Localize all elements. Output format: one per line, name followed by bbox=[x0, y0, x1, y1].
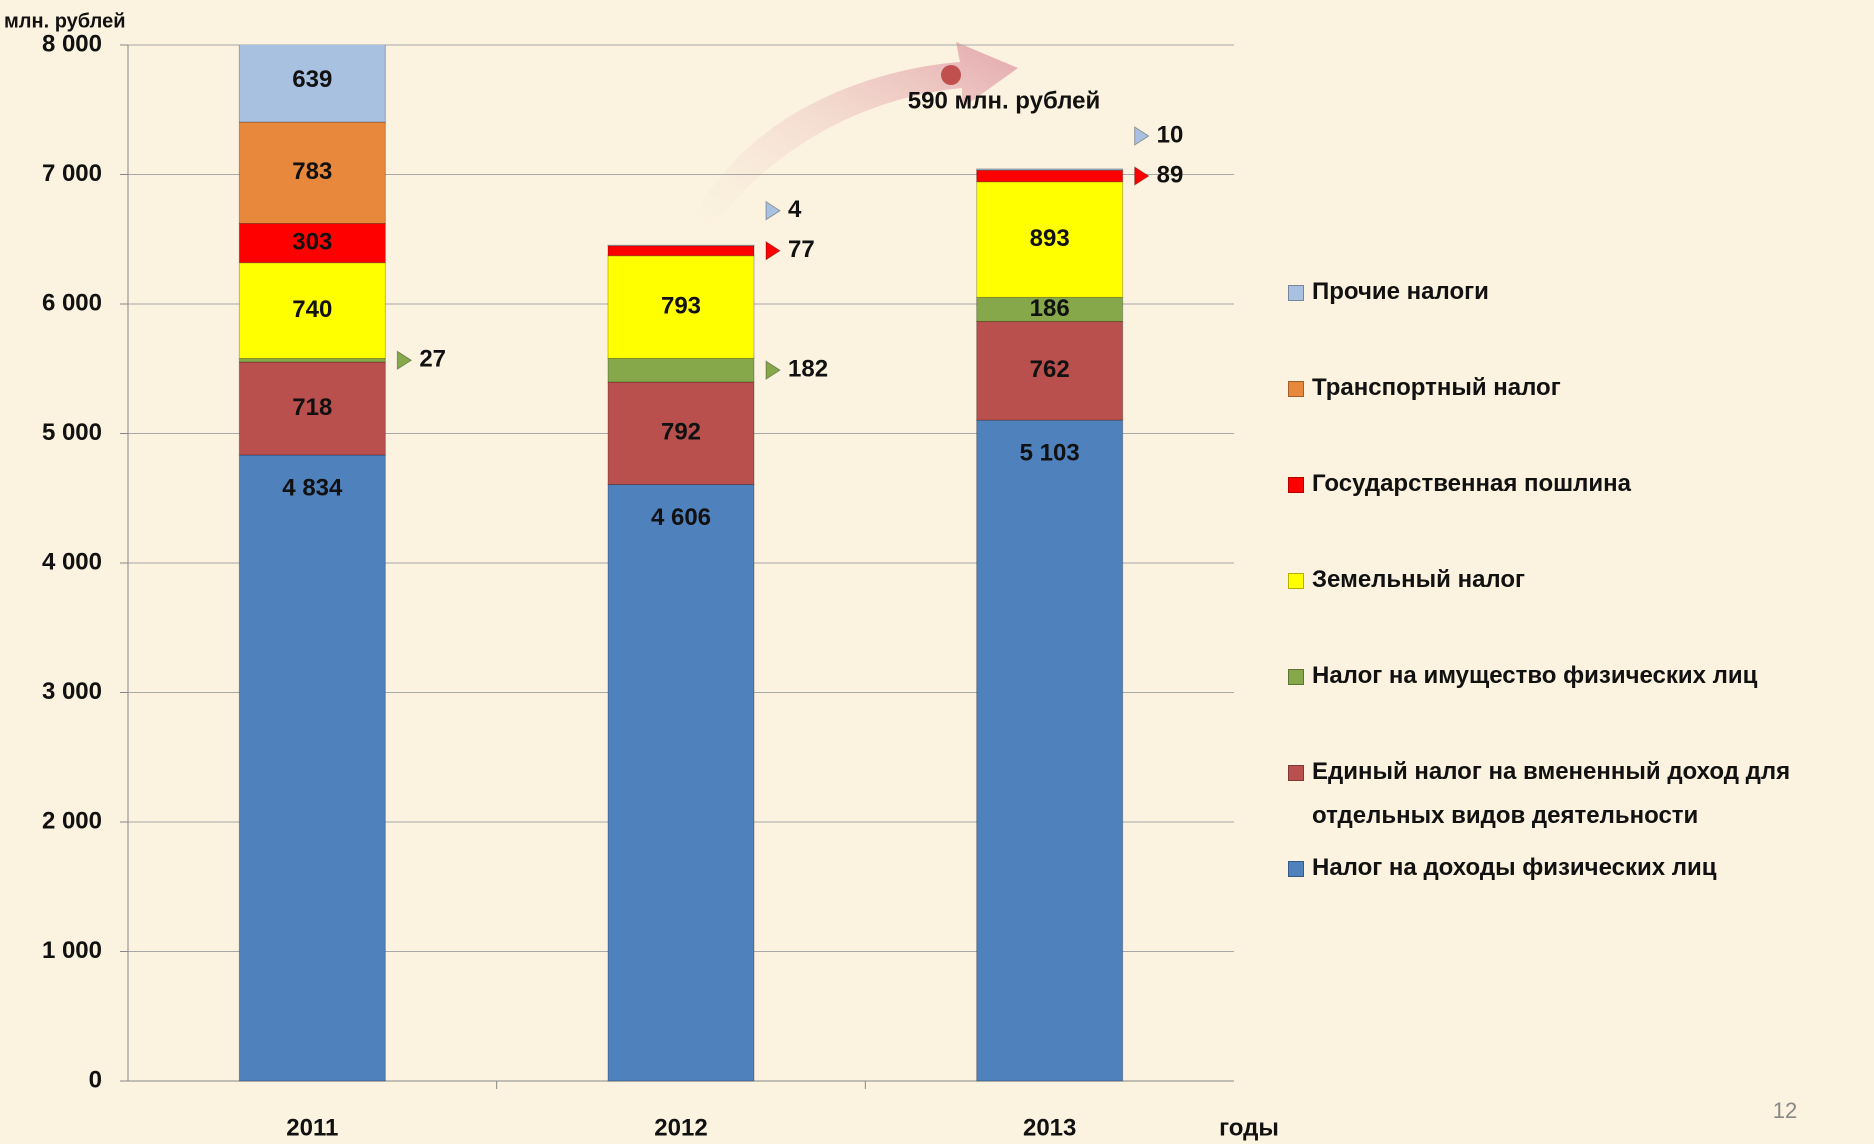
bar-segment bbox=[976, 320, 1124, 421]
legend-item: Налог на доходы физических лиц bbox=[1288, 846, 1868, 942]
label-marker bbox=[765, 200, 781, 221]
legend-item: Транспортный налог bbox=[1288, 366, 1868, 462]
y-tick-label: 8 000 bbox=[42, 30, 102, 57]
legend-swatch bbox=[1288, 285, 1304, 301]
bar-segment bbox=[976, 296, 1124, 322]
growth-arrow bbox=[692, 42, 1018, 228]
legend-item: Налог на имущество физических лиц bbox=[1288, 654, 1868, 750]
bar-segment bbox=[238, 121, 386, 224]
data-label: 186 bbox=[1030, 295, 1070, 322]
label-marker bbox=[396, 350, 413, 371]
bar-segment bbox=[976, 181, 1124, 298]
bar-segment bbox=[607, 244, 755, 247]
bar-segment bbox=[238, 45, 386, 123]
legend-swatch bbox=[1288, 573, 1304, 589]
legend-item: Единый налог на вмененный доход для отде… bbox=[1288, 750, 1868, 846]
data-label: 27 bbox=[419, 346, 446, 373]
x-tick-label: 2011 bbox=[286, 1114, 338, 1141]
y-tick-label: 1 000 bbox=[42, 937, 102, 964]
data-label: 4 bbox=[788, 196, 802, 223]
label-marker bbox=[1134, 166, 1150, 186]
legend-label: Налог на доходы физических лиц bbox=[1312, 854, 1717, 881]
annotation: 590 млн. рублей bbox=[908, 87, 1101, 114]
bar-segment bbox=[607, 381, 755, 486]
legend-swatch bbox=[1288, 381, 1304, 397]
legend-label: Государственная пошлина bbox=[1312, 470, 1631, 497]
x-tick-label: 2013 bbox=[1023, 1114, 1076, 1141]
legend: Прочие налоги Транспортный налог Государст… bbox=[1288, 270, 1868, 942]
x-axis-label: годы bbox=[1219, 1114, 1279, 1141]
x-tick-label: 2012 bbox=[654, 1114, 707, 1141]
legend-label: Земельный налог bbox=[1312, 566, 1526, 593]
label-marker bbox=[1134, 126, 1150, 146]
arrow-dot bbox=[941, 65, 961, 85]
legend-label: Прочие налоги bbox=[1312, 278, 1489, 305]
y-tick-label: 7 000 bbox=[42, 160, 102, 187]
bar-segment bbox=[238, 454, 386, 1082]
legend-label: Транспортный налог bbox=[1312, 374, 1561, 401]
legend-label: Налог на имущество физических лиц bbox=[1312, 662, 1758, 689]
legend-label: Единый налог на вмененный доход для отде… bbox=[1312, 758, 1791, 829]
data-label: 4 834 bbox=[282, 474, 343, 501]
bar-segment bbox=[238, 222, 386, 264]
y-tick-label: 3 000 bbox=[42, 678, 102, 705]
y-tick-label: 4 000 bbox=[42, 548, 102, 575]
bar-segment bbox=[607, 245, 755, 257]
bar-segment bbox=[976, 168, 1124, 171]
data-label: 762 bbox=[1030, 356, 1070, 383]
bar-segment bbox=[976, 419, 1124, 1082]
data-label: 4 606 bbox=[651, 504, 711, 531]
bar-segment bbox=[238, 361, 386, 456]
bars bbox=[238, 45, 1124, 1082]
data-label: 5 103 bbox=[1020, 440, 1080, 467]
data-label: 792 bbox=[661, 419, 701, 446]
y-tick-label: 6 000 bbox=[42, 289, 102, 316]
data-label: 783 bbox=[292, 158, 332, 185]
data-label: 77 bbox=[788, 236, 815, 263]
data-label: 89 bbox=[1157, 161, 1184, 188]
page-number: 12 bbox=[1773, 1098, 1797, 1123]
y-tick-label: 0 bbox=[89, 1066, 102, 1093]
data-label: 303 bbox=[292, 228, 332, 255]
legend-item: Прочие налоги bbox=[1288, 270, 1868, 366]
bar-segment bbox=[607, 255, 755, 359]
bar-segment bbox=[607, 484, 755, 1082]
label-marker bbox=[765, 360, 781, 381]
data-label: 10 bbox=[1157, 121, 1184, 148]
bar-segment bbox=[607, 357, 755, 383]
data-label: 718 bbox=[292, 394, 332, 421]
data-label: 893 bbox=[1030, 225, 1070, 252]
data-label: 182 bbox=[788, 356, 828, 383]
data-label: 639 bbox=[292, 66, 332, 93]
data-label: 793 bbox=[661, 292, 701, 319]
y-axis-label: млн. рублей bbox=[4, 10, 125, 32]
label-marker bbox=[765, 240, 781, 261]
legend-item: Государственная пошлина bbox=[1288, 462, 1868, 558]
y-tick-label: 5 000 bbox=[42, 419, 102, 446]
legend-swatch bbox=[1288, 765, 1304, 781]
data-label: 740 bbox=[292, 296, 332, 323]
bar-segment bbox=[238, 358, 386, 363]
legend-item: Земельный налог bbox=[1288, 558, 1868, 654]
y-tick-label: 2 000 bbox=[42, 807, 102, 834]
bar-segment bbox=[976, 169, 1124, 183]
bar-segment bbox=[238, 262, 386, 360]
legend-swatch bbox=[1288, 669, 1304, 685]
legend-swatch bbox=[1288, 861, 1304, 877]
legend-swatch bbox=[1288, 477, 1304, 493]
